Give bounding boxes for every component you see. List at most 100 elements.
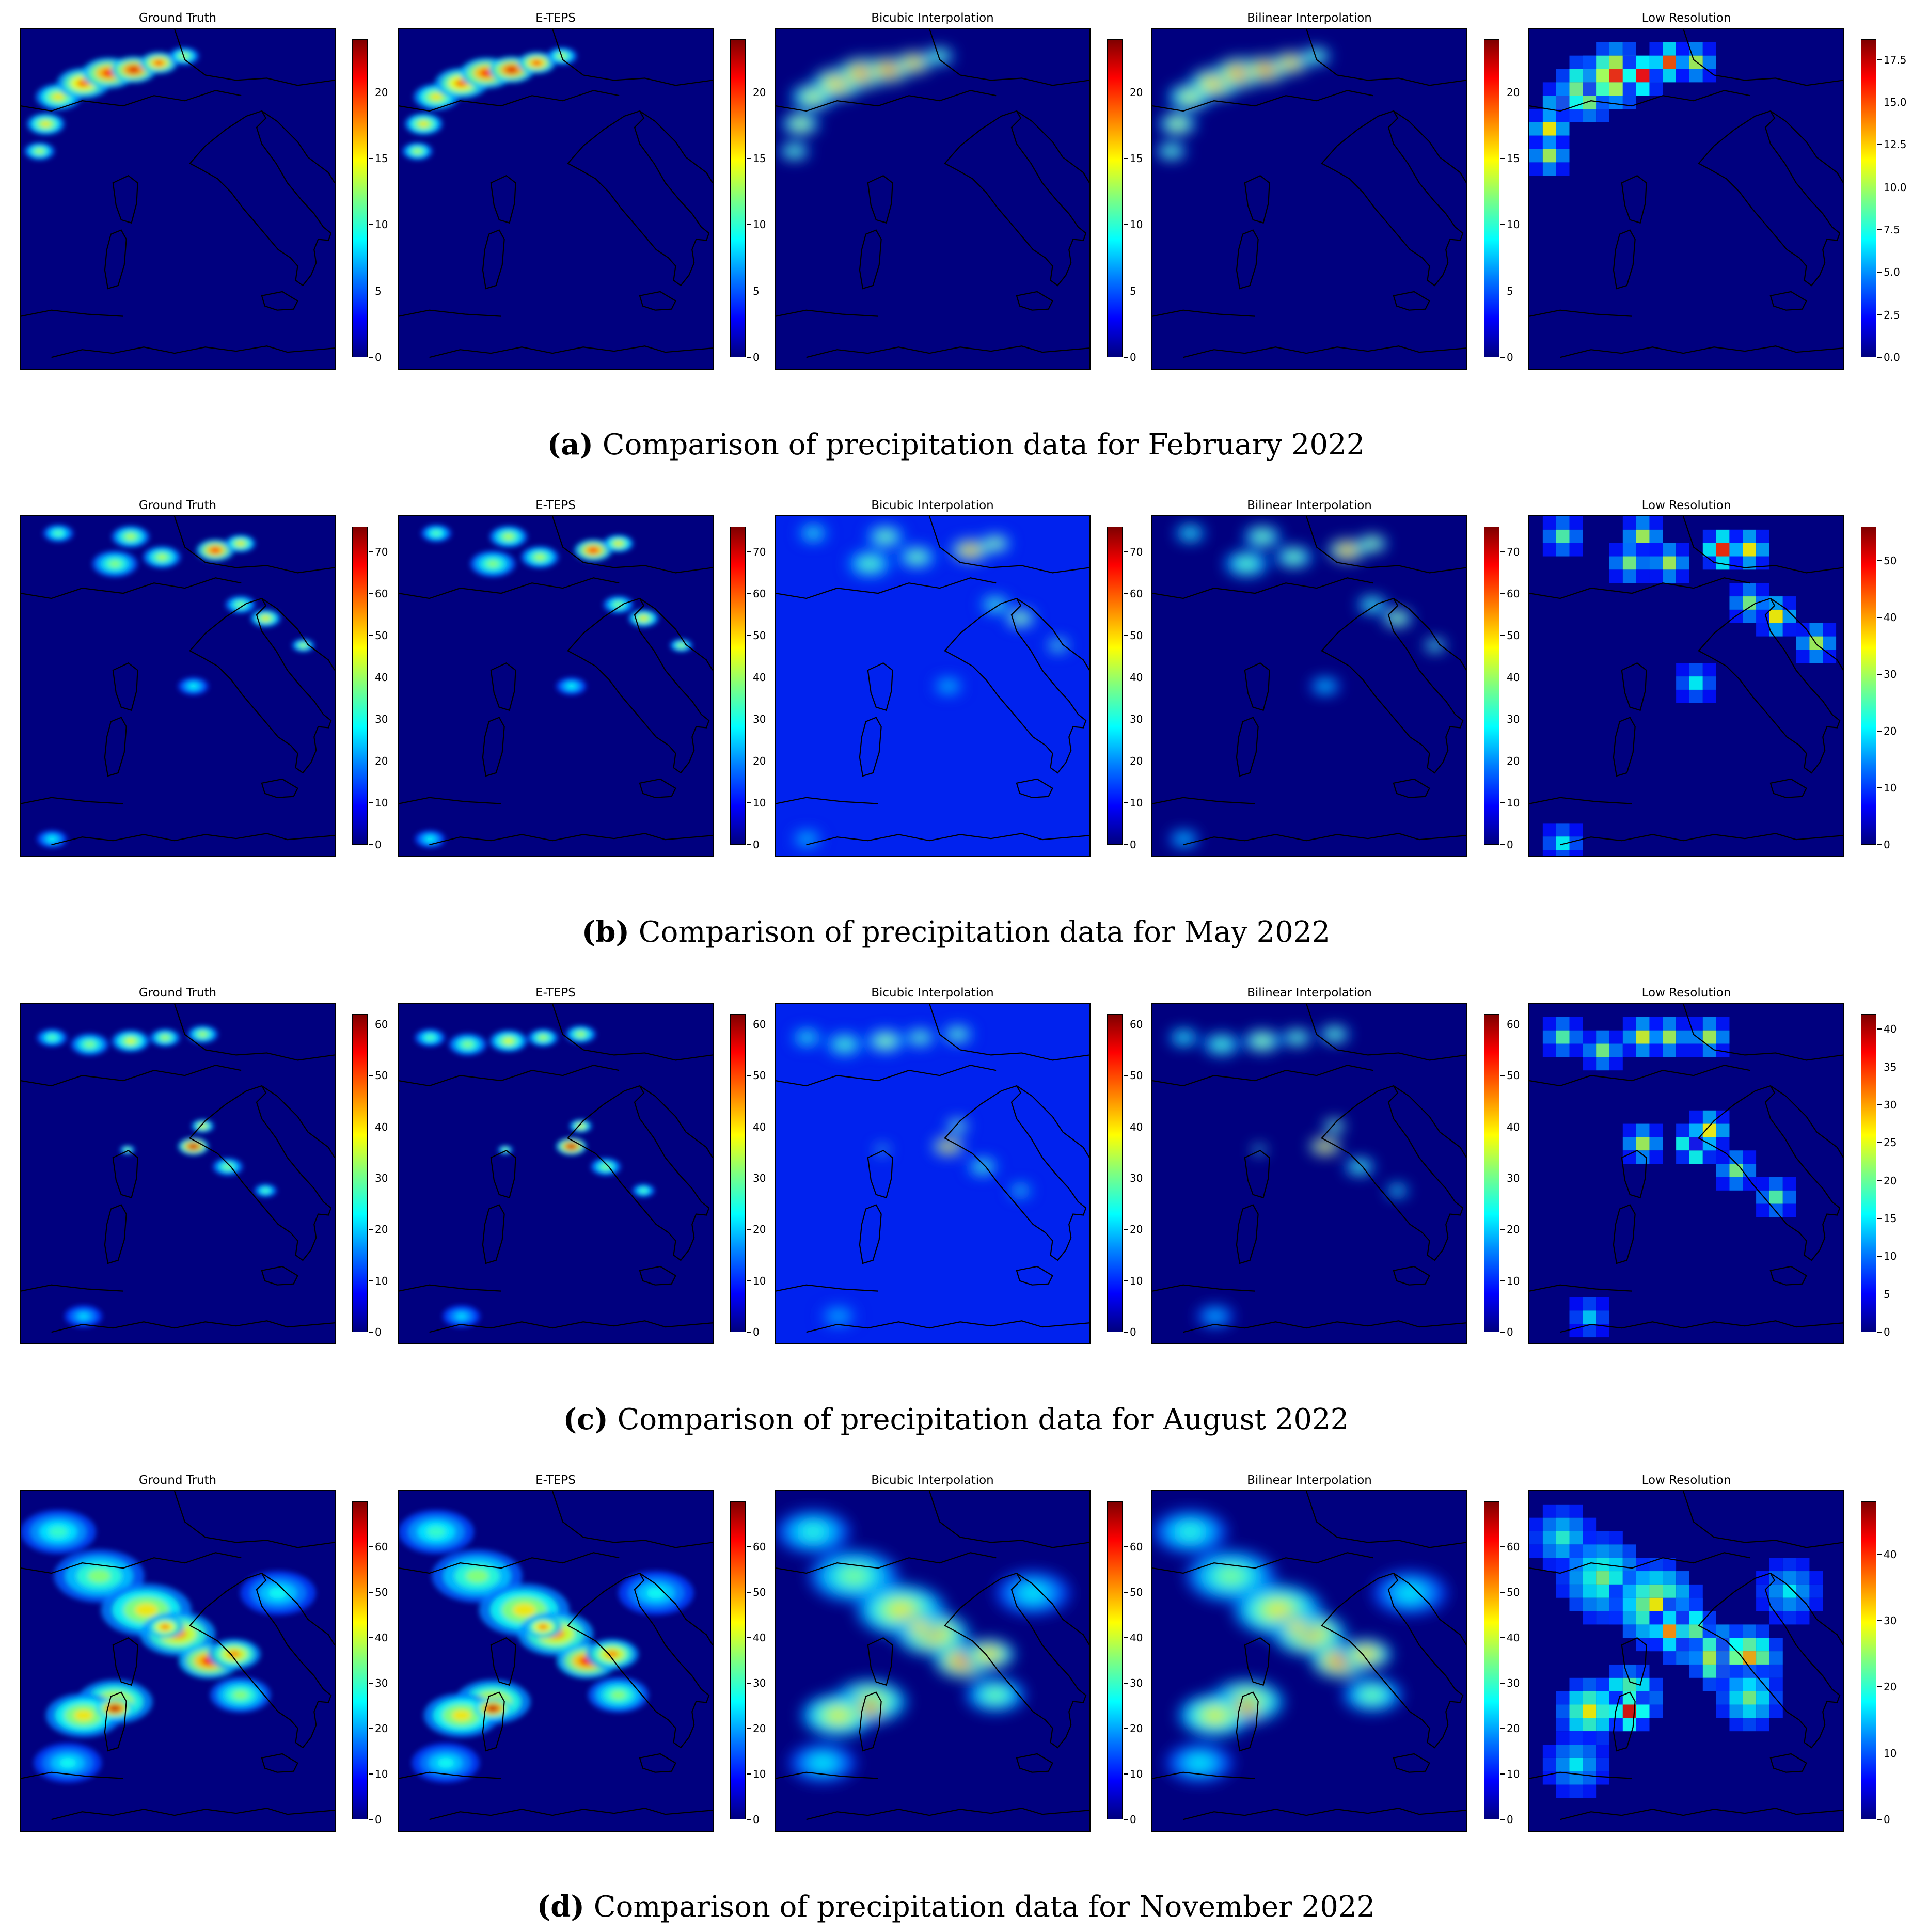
precip-cell xyxy=(833,1313,843,1319)
coastline xyxy=(104,1204,127,1264)
grid-cell xyxy=(1542,1544,1556,1558)
coastline xyxy=(1621,175,1647,224)
grid-cell xyxy=(1556,1043,1570,1057)
heatmap-panel: Low Resolution 0.0 2.5 5.0 7.5 10.0 12.5 15.0 17… xyxy=(1528,10,1907,372)
panel-title: Low Resolution xyxy=(1641,986,1731,1000)
precip-cell xyxy=(503,1038,513,1044)
grid-cell xyxy=(1676,1150,1689,1164)
grid-cell xyxy=(1556,516,1570,530)
precip-cell xyxy=(1017,1189,1023,1193)
colorbar-tick-label: 40 xyxy=(368,671,388,684)
precip-cell xyxy=(109,560,121,567)
precipitation-map xyxy=(775,1490,1091,1832)
coastline xyxy=(490,175,516,224)
grid-cell xyxy=(1609,569,1623,583)
coastline xyxy=(1152,577,1373,599)
precip-cell xyxy=(944,684,952,689)
precip-cell xyxy=(431,93,442,100)
precip-cell xyxy=(1293,1035,1301,1040)
precip-cell xyxy=(456,1313,466,1319)
grid-cell xyxy=(1583,1731,1597,1745)
coastline xyxy=(776,577,997,599)
grid-cell xyxy=(1609,1611,1623,1625)
precip-cell xyxy=(199,1032,207,1037)
coastline xyxy=(1244,175,1270,224)
precip-cell xyxy=(262,1189,268,1193)
colorbar-tick-label: 30 xyxy=(746,1171,766,1184)
coastline xyxy=(1769,1265,1807,1286)
grid-cell xyxy=(1583,1704,1597,1718)
coastline xyxy=(929,1004,1089,1061)
grid-cell xyxy=(1556,1745,1570,1758)
precip-cell xyxy=(803,1526,823,1538)
grid-cell xyxy=(1636,569,1650,583)
coastline xyxy=(806,1808,1089,1820)
colorbar-tick-label: 15 xyxy=(1877,1212,1897,1225)
colorbar-tick-label: 0.0 xyxy=(1877,351,1900,363)
panel-title: E-TEPS xyxy=(535,1474,576,1487)
grid-cell xyxy=(1769,1638,1783,1652)
colorbar-tick-label: 40 xyxy=(1877,1548,1897,1561)
grid-cell xyxy=(1676,543,1689,557)
colorbar-tick-label: 0 xyxy=(1500,1813,1513,1826)
colorbar-tick-label: 30 xyxy=(1500,1677,1520,1689)
grid-cell xyxy=(1569,1517,1583,1531)
grid-cell xyxy=(1596,1544,1609,1558)
precip-cell xyxy=(1191,1757,1208,1768)
grid-cell xyxy=(1583,1531,1597,1545)
colorbar-tick-label: 50 xyxy=(1123,1069,1143,1082)
coastline xyxy=(867,1149,893,1199)
colorbar-tick-label: 30 xyxy=(1500,712,1520,725)
grid-cell xyxy=(1569,1571,1583,1585)
colorbar-tick-label: 60 xyxy=(746,1541,766,1553)
subfigure-caption: (a) Comparison of precipitation data for… xyxy=(0,426,1912,463)
heatmap-panel: Ground Truth 0 10 20 30 40 50 60 xyxy=(20,1472,391,1834)
coastline xyxy=(944,1572,1087,1749)
colorbar-tick-label: 30 xyxy=(1877,1099,1897,1111)
grid-cell xyxy=(1729,1624,1743,1638)
grid-cell xyxy=(1583,1611,1597,1625)
coastline xyxy=(51,345,335,358)
map-background xyxy=(776,516,1089,856)
coastline xyxy=(552,516,713,574)
grid-cell xyxy=(1743,1624,1757,1638)
grid-cell xyxy=(1622,82,1636,96)
grid-cell xyxy=(1756,623,1769,637)
coastline xyxy=(399,577,620,599)
coastline xyxy=(1769,291,1807,311)
precip-cell xyxy=(1184,93,1196,100)
grid-cell xyxy=(1556,1784,1570,1798)
grid-cell xyxy=(1649,529,1663,543)
map-background xyxy=(1152,516,1466,856)
grid-cell xyxy=(1676,55,1689,69)
grid-cell xyxy=(1569,836,1583,850)
grid-cell xyxy=(1716,529,1730,543)
coastline xyxy=(174,516,335,574)
grid-cell xyxy=(1569,1784,1583,1798)
colorbar-tick-label: 20 xyxy=(368,1223,388,1236)
colorbar-tick-label: 50 xyxy=(1877,555,1897,567)
grid-cell xyxy=(1743,1718,1757,1732)
coastline xyxy=(189,110,332,287)
grid-cell xyxy=(1569,1504,1583,1518)
colorbar-tick-label: 20 xyxy=(746,1722,766,1735)
precip-cell xyxy=(300,643,306,647)
subfigure-caption: (c) Comparison of precipitation data for… xyxy=(0,1401,1912,1437)
colorbar-tick-label: 0 xyxy=(1877,838,1890,851)
panel-title: Ground Truth xyxy=(138,986,217,1000)
grid-cell xyxy=(1743,1638,1757,1652)
grid-cell xyxy=(1583,82,1597,96)
coastline xyxy=(1683,1004,1843,1061)
coastline xyxy=(1529,90,1750,112)
precip-cell xyxy=(605,1650,619,1658)
coastline xyxy=(1613,1691,1636,1752)
colorbar-tick-label: 30 xyxy=(1123,712,1143,725)
grid-cell xyxy=(1649,569,1663,583)
colorbar-tick-label: 20 xyxy=(1123,754,1143,767)
precip-cell xyxy=(1321,1144,1329,1149)
precip-cell xyxy=(1432,643,1438,647)
coastline xyxy=(859,717,882,777)
grid-cell xyxy=(1622,1017,1636,1031)
precipitation-map xyxy=(20,1490,336,1832)
subfigure-caption: (b) Comparison of precipitation data for… xyxy=(0,914,1912,950)
